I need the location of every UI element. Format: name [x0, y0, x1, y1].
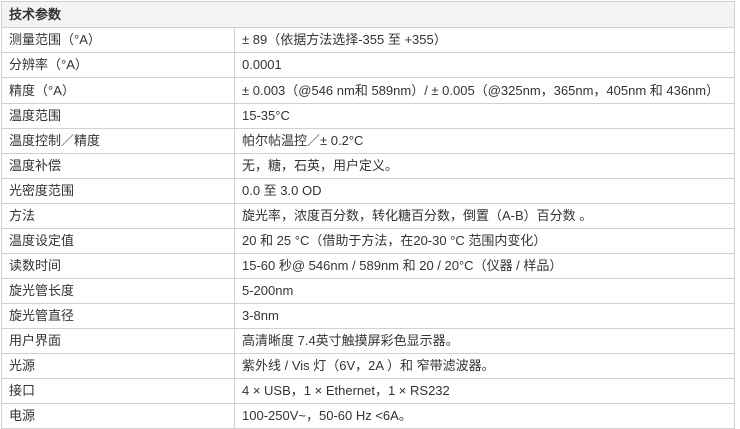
spec-label-cell: 测量范围（°A）: [1, 27, 235, 53]
spec-value-cell: 20 和 25 °C（借助于方法，在20-30 °C 范围内变化）: [233, 228, 736, 254]
spec-value-cell: 无，糖，石英，用户定义。: [233, 153, 736, 179]
table-row: 旋光管长度 5-200nm: [1, 278, 736, 304]
spec-value-cell: 100-250V~，50-60 Hz <6A。: [233, 403, 736, 429]
table-row: 电源 100-250V~，50-60 Hz <6A。: [1, 403, 736, 429]
table-row: 温度控制／精度 帕尔帖温控／± 0.2°C: [1, 128, 736, 154]
spec-value-cell: 高清晰度 7.4英寸触摸屏彩色显示器。: [233, 328, 736, 354]
table-row: 温度设定值 20 和 25 °C（借助于方法，在20-30 °C 范围内变化）: [1, 228, 736, 254]
spec-label-cell: 方法: [1, 203, 235, 229]
spec-value-cell: 3-8nm: [233, 303, 736, 329]
table-row: 测量范围（°A） ± 89（依据方法选择-355 至 +355）: [1, 27, 736, 53]
table-row: 旋光管直径 3-8nm: [1, 303, 736, 329]
spec-label-cell: 温度补偿: [1, 153, 235, 179]
spec-label-cell: 旋光管长度: [1, 278, 235, 304]
spec-label-cell: 光密度范围: [1, 178, 235, 204]
spec-label-cell: 读数时间: [1, 253, 235, 279]
table-row: 分辨率（°A） 0.0001: [1, 52, 736, 78]
spec-label-cell: 用户界面: [1, 328, 235, 354]
spec-label-cell: 光源: [1, 353, 235, 379]
table-header-row: 技术参数: [0, 1, 736, 28]
spec-value-cell: 15-60 秒@ 546nm / 589nm 和 20 / 20°C（仪器 / …: [233, 253, 736, 279]
table-row: 方法 旋光率，浓度百分数，转化糖百分数，倒置（A-B）百分数 。: [1, 203, 736, 229]
table-row: 读数时间 15-60 秒@ 546nm / 589nm 和 20 / 20°C（仪…: [1, 253, 736, 279]
spec-value-cell: 5-200nm: [233, 278, 736, 304]
table-row: 精度（°A） ± 0.003（@546 nm和 589nm）/ ± 0.005（@…: [1, 77, 736, 104]
spec-value-cell: 0.0 至 3.0 OD: [233, 178, 736, 204]
table-row: 光源 紫外线 / Vis 灯（6V，2A ）和 窄带滤波器。: [1, 353, 736, 379]
spec-value-cell: 旋光率，浓度百分数，转化糖百分数，倒置（A-B）百分数 。: [233, 203, 736, 229]
table-row: 用户界面 高清晰度 7.4英寸触摸屏彩色显示器。: [1, 328, 736, 354]
spec-label-cell: 精度（°A）: [1, 77, 235, 104]
table-row: 光密度范围 0.0 至 3.0 OD: [1, 178, 736, 204]
spec-value-cell: 紫外线 / Vis 灯（6V，2A ）和 窄带滤波器。: [233, 353, 736, 379]
spec-label-cell: 温度控制／精度: [1, 128, 235, 154]
table-body: 测量范围（°A） ± 89（依据方法选择-355 至 +355） 分辨率（°A） 0.…: [1, 27, 736, 429]
spec-value-cell: 15-35°C: [233, 103, 736, 129]
table-row: 接口 4 × USB，1 × Ethernet，1 × RS232: [1, 378, 736, 404]
spec-value-cell: 4 × USB，1 × Ethernet，1 × RS232: [233, 378, 736, 404]
spec-label-cell: 温度范围: [1, 103, 235, 129]
spec-label-cell: 电源: [1, 403, 235, 429]
spec-value-cell: ± 89（依据方法选择-355 至 +355）: [233, 27, 736, 53]
spec-label-cell: 温度设定值: [1, 228, 235, 254]
spec-value-cell: ± 0.003（@546 nm和 589nm）/ ± 0.005（@325nm，…: [233, 77, 736, 104]
spec-value-cell: 帕尔帖温控／± 0.2°C: [233, 128, 736, 154]
table-header-group: 技术参数: [0, 1, 736, 28]
table-row: 温度补偿 无，糖，石英，用户定义。: [1, 153, 736, 179]
spec-label-cell: 接口: [1, 378, 235, 404]
spec-label-cell: 旋光管直径: [1, 303, 235, 329]
spec-value-cell: 0.0001: [233, 52, 736, 78]
table-row: 温度范围 15-35°C: [1, 103, 736, 129]
section-title: 技术参数: [0, 1, 736, 28]
spec-label-cell: 分辨率（°A）: [1, 52, 235, 78]
